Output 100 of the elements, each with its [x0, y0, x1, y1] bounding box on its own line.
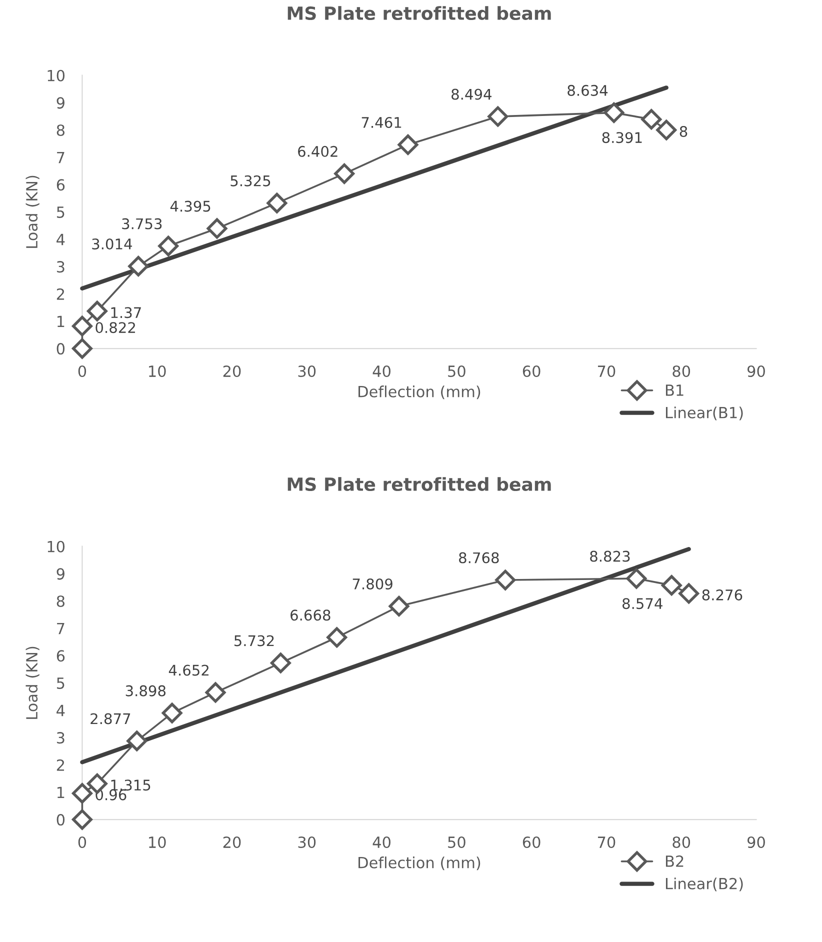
y-tick-label: 5 [56, 206, 64, 218]
x-tick-label: 60 [522, 836, 540, 848]
data-label: 6.402 [298, 146, 338, 157]
point [72, 783, 92, 804]
data-label: 1.37 [111, 307, 141, 318]
x-tick-label: 60 [522, 365, 540, 378]
point [270, 652, 291, 674]
point [206, 218, 228, 239]
point [604, 102, 624, 123]
data-label: 1.315 [111, 780, 150, 791]
point [266, 192, 288, 214]
point [128, 256, 149, 276]
y-tick-label: 1 [57, 786, 64, 798]
point [488, 106, 508, 127]
x-tick-label: 70 [598, 836, 616, 848]
x-tick-label: 30 [298, 365, 316, 378]
y-tick-label: 2 [56, 759, 64, 771]
chart-title: MS Plate retrofitted beam [288, 477, 551, 492]
y-tick-label: 1 [57, 316, 64, 328]
x-tick-label: 10 [149, 836, 166, 848]
point [72, 316, 92, 336]
x-tick-label: 90 [747, 365, 765, 378]
data-label: 2.877 [90, 713, 130, 724]
data-label: 3.014 [92, 238, 132, 250]
y-tick-label: 3 [56, 732, 64, 744]
data-label: 5.325 [230, 175, 270, 186]
data-label: 7.809 [352, 578, 392, 590]
y-axis-title: Load (KN) [26, 646, 40, 719]
x-tick-label: 70 [598, 365, 616, 378]
point [205, 682, 226, 703]
y-tick-label: 10 [48, 70, 65, 82]
x-tick-label: 0 [78, 836, 86, 848]
y-tick-label: 9 [56, 97, 64, 109]
point [388, 596, 410, 616]
point [72, 809, 92, 830]
point [158, 236, 179, 256]
point [398, 134, 418, 155]
y-tick-label: 9 [56, 568, 64, 580]
data-label: 8.768 [459, 552, 499, 564]
x-tick-label: 90 [747, 836, 765, 848]
x-tick-label: 50 [448, 365, 466, 378]
y-tick-label: 2 [56, 288, 64, 300]
x-tick-label: 10 [149, 365, 166, 378]
data-label: 7.461 [362, 116, 402, 128]
y-tick-label: 7 [57, 152, 64, 164]
y-tick-label: 5 [56, 678, 64, 689]
point [126, 730, 148, 752]
x-tick-label: 30 [298, 836, 316, 848]
point [661, 575, 682, 596]
data-label: 8.634 [568, 84, 608, 96]
data-label: 8.823 [590, 550, 630, 562]
data-label: 3.753 [122, 218, 162, 230]
x-tick-label: 80 [672, 836, 690, 848]
y-tick-label: 8 [56, 595, 64, 608]
data-label: 3.898 [126, 685, 166, 696]
data-label: 8.574 [622, 598, 662, 610]
point [656, 120, 677, 140]
legend-label: Linear(B2) [666, 878, 743, 892]
y-tick-label: 10 [48, 540, 65, 552]
x-tick-label: 40 [372, 836, 390, 848]
y-tick-label: 6 [56, 650, 65, 662]
y-tick-label: 0 [56, 814, 65, 826]
data-label: 4.395 [170, 200, 210, 212]
x-tick-label: 80 [672, 365, 690, 378]
y-tick-label: 4 [56, 234, 65, 246]
y-tick-label: 0 [56, 343, 65, 355]
y-tick-label: 6 [56, 179, 65, 191]
data-label: 4.652 [168, 664, 208, 676]
x-axis-title: Deflection (mm) [358, 386, 480, 400]
chart-title: MS Plate retrofitted beam [288, 6, 551, 20]
y-tick-label: 7 [57, 622, 64, 634]
x-tick-label: 20 [223, 365, 241, 378]
data-label: 6.668 [290, 610, 330, 621]
legend-label: Linear(B1) [666, 406, 743, 420]
point [495, 570, 516, 590]
data-label: 0.822 [96, 322, 135, 334]
x-tick-label: 50 [448, 836, 466, 848]
y-axis-title: Load (KN) [26, 176, 40, 248]
point [678, 583, 700, 604]
data-label: 5.732 [234, 635, 274, 646]
point [72, 338, 92, 359]
y-tick-label: 3 [56, 261, 64, 273]
x-tick-label: 40 [372, 365, 390, 378]
data-label: 8.494 [452, 88, 492, 100]
point [162, 702, 182, 724]
data-label: 8.276 [702, 589, 742, 600]
point [334, 163, 355, 184]
point [641, 109, 662, 130]
point [626, 568, 647, 589]
x-axis-title: Deflection (mm) [358, 856, 480, 870]
data-label: 8 [680, 126, 688, 138]
legend-label: B1 [666, 384, 684, 396]
y-tick-label: 8 [56, 124, 64, 136]
point [86, 300, 108, 322]
legend-label: B2 [666, 855, 684, 867]
y-tick-label: 4 [56, 704, 65, 716]
x-tick-label: 0 [78, 365, 86, 378]
point [326, 627, 348, 648]
x-tick-label: 20 [223, 836, 241, 848]
data-label: 8.391 [602, 132, 642, 144]
